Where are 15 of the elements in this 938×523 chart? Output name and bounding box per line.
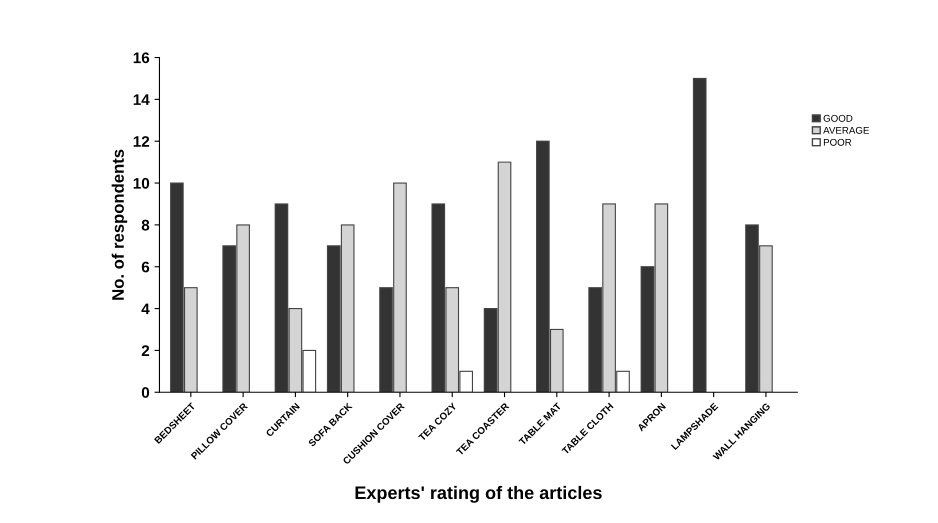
y-tick-label: 8 bbox=[142, 220, 150, 231]
y-tick-label: 14 bbox=[134, 94, 150, 105]
y-axis-title: No. of respondents bbox=[112, 150, 128, 300]
y-tick-label: 0 bbox=[142, 387, 150, 398]
y-tick-label: 16 bbox=[134, 52, 150, 64]
y-tick-label: 6 bbox=[142, 262, 150, 272]
bar bbox=[692, 78, 707, 392]
legend-label: POOR bbox=[824, 138, 852, 146]
y-tick-label: 12 bbox=[134, 136, 150, 147]
y-tick-label: 4 bbox=[141, 304, 150, 314]
x-axis-title: Experts' rating of the articles bbox=[356, 486, 602, 503]
legend-label: GOOD bbox=[824, 114, 852, 122]
legend-label: AVERAGE bbox=[823, 126, 869, 134]
y-tick-label: 2 bbox=[142, 345, 150, 356]
y-tick-label: 10 bbox=[134, 178, 150, 189]
